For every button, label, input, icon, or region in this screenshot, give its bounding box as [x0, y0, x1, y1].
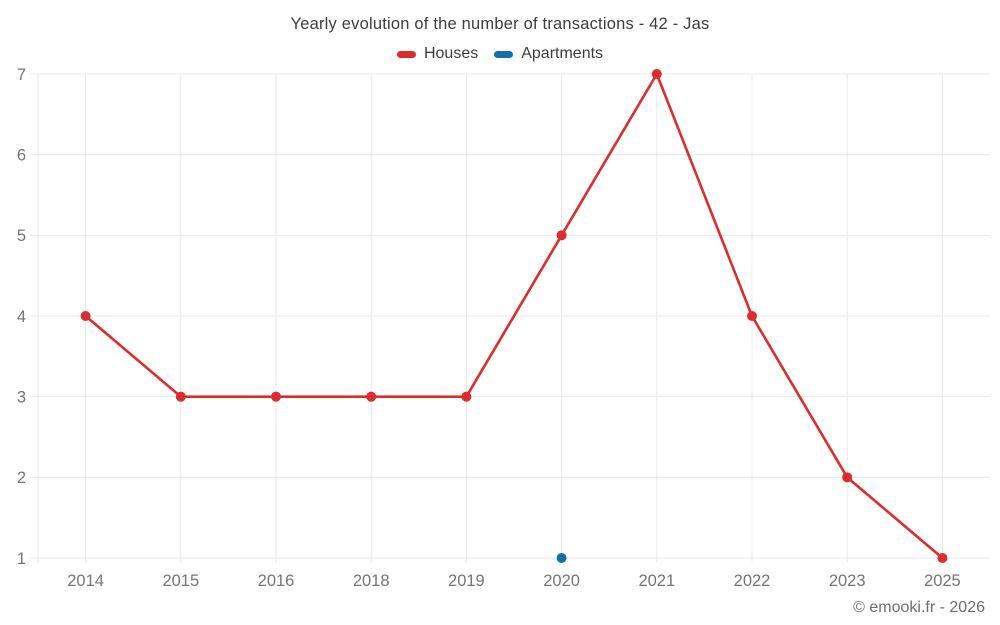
y-tick-label: 2 [17, 469, 26, 487]
data-point-houses-2019[interactable] [461, 391, 472, 402]
houses-swatch-icon [396, 50, 416, 58]
x-tick-label: 2020 [543, 572, 580, 590]
x-tick-label: 2021 [638, 572, 675, 590]
data-point-houses-2014[interactable] [80, 311, 91, 321]
x-tick-label: 2016 [258, 572, 295, 590]
x-tick-label: 2025 [924, 572, 961, 590]
data-point-houses-2021[interactable] [651, 69, 662, 79]
x-tick-label: 2018 [353, 572, 390, 590]
y-tick-label: 3 [17, 388, 26, 406]
data-point-houses-2016[interactable] [271, 391, 281, 402]
x-tick-label: 2022 [734, 572, 771, 590]
y-tick-label: 7 [17, 66, 26, 84]
legend-item-houses[interactable]: Houses [396, 45, 479, 63]
chart-title: Yearly evolution of the number of transa… [290, 15, 710, 33]
data-point-houses-2022[interactable] [747, 311, 757, 321]
data-point-apartments-2020[interactable] [556, 553, 567, 563]
legend: Houses Apartments [0, 45, 1000, 63]
legend-item-apartments[interactable]: Apartments [494, 45, 603, 63]
copyright: © emooki.fr - 2026 [853, 599, 985, 616]
y-tick-label: 1 [17, 550, 26, 568]
y-tick-label: 6 [17, 146, 26, 164]
apartments-swatch-icon [494, 50, 514, 58]
legend-label-houses: Houses [423, 45, 479, 62]
x-tick-label: 2014 [67, 572, 104, 590]
x-tick-label: 2023 [829, 572, 866, 590]
y-tick-label: 5 [17, 227, 26, 245]
data-point-houses-2018[interactable] [366, 391, 377, 402]
data-point-houses-2020[interactable] [556, 230, 567, 241]
x-tick-label: 2019 [448, 572, 485, 590]
data-point-houses-2025[interactable] [937, 553, 948, 563]
x-tick-label: 2015 [162, 572, 199, 590]
data-point-houses-2015[interactable] [175, 391, 186, 402]
y-tick-label: 4 [17, 308, 26, 326]
data-point-houses-2023[interactable] [842, 472, 853, 483]
legend-label-apartments: Apartments [521, 45, 604, 62]
series-line-houses [84, 72, 944, 560]
